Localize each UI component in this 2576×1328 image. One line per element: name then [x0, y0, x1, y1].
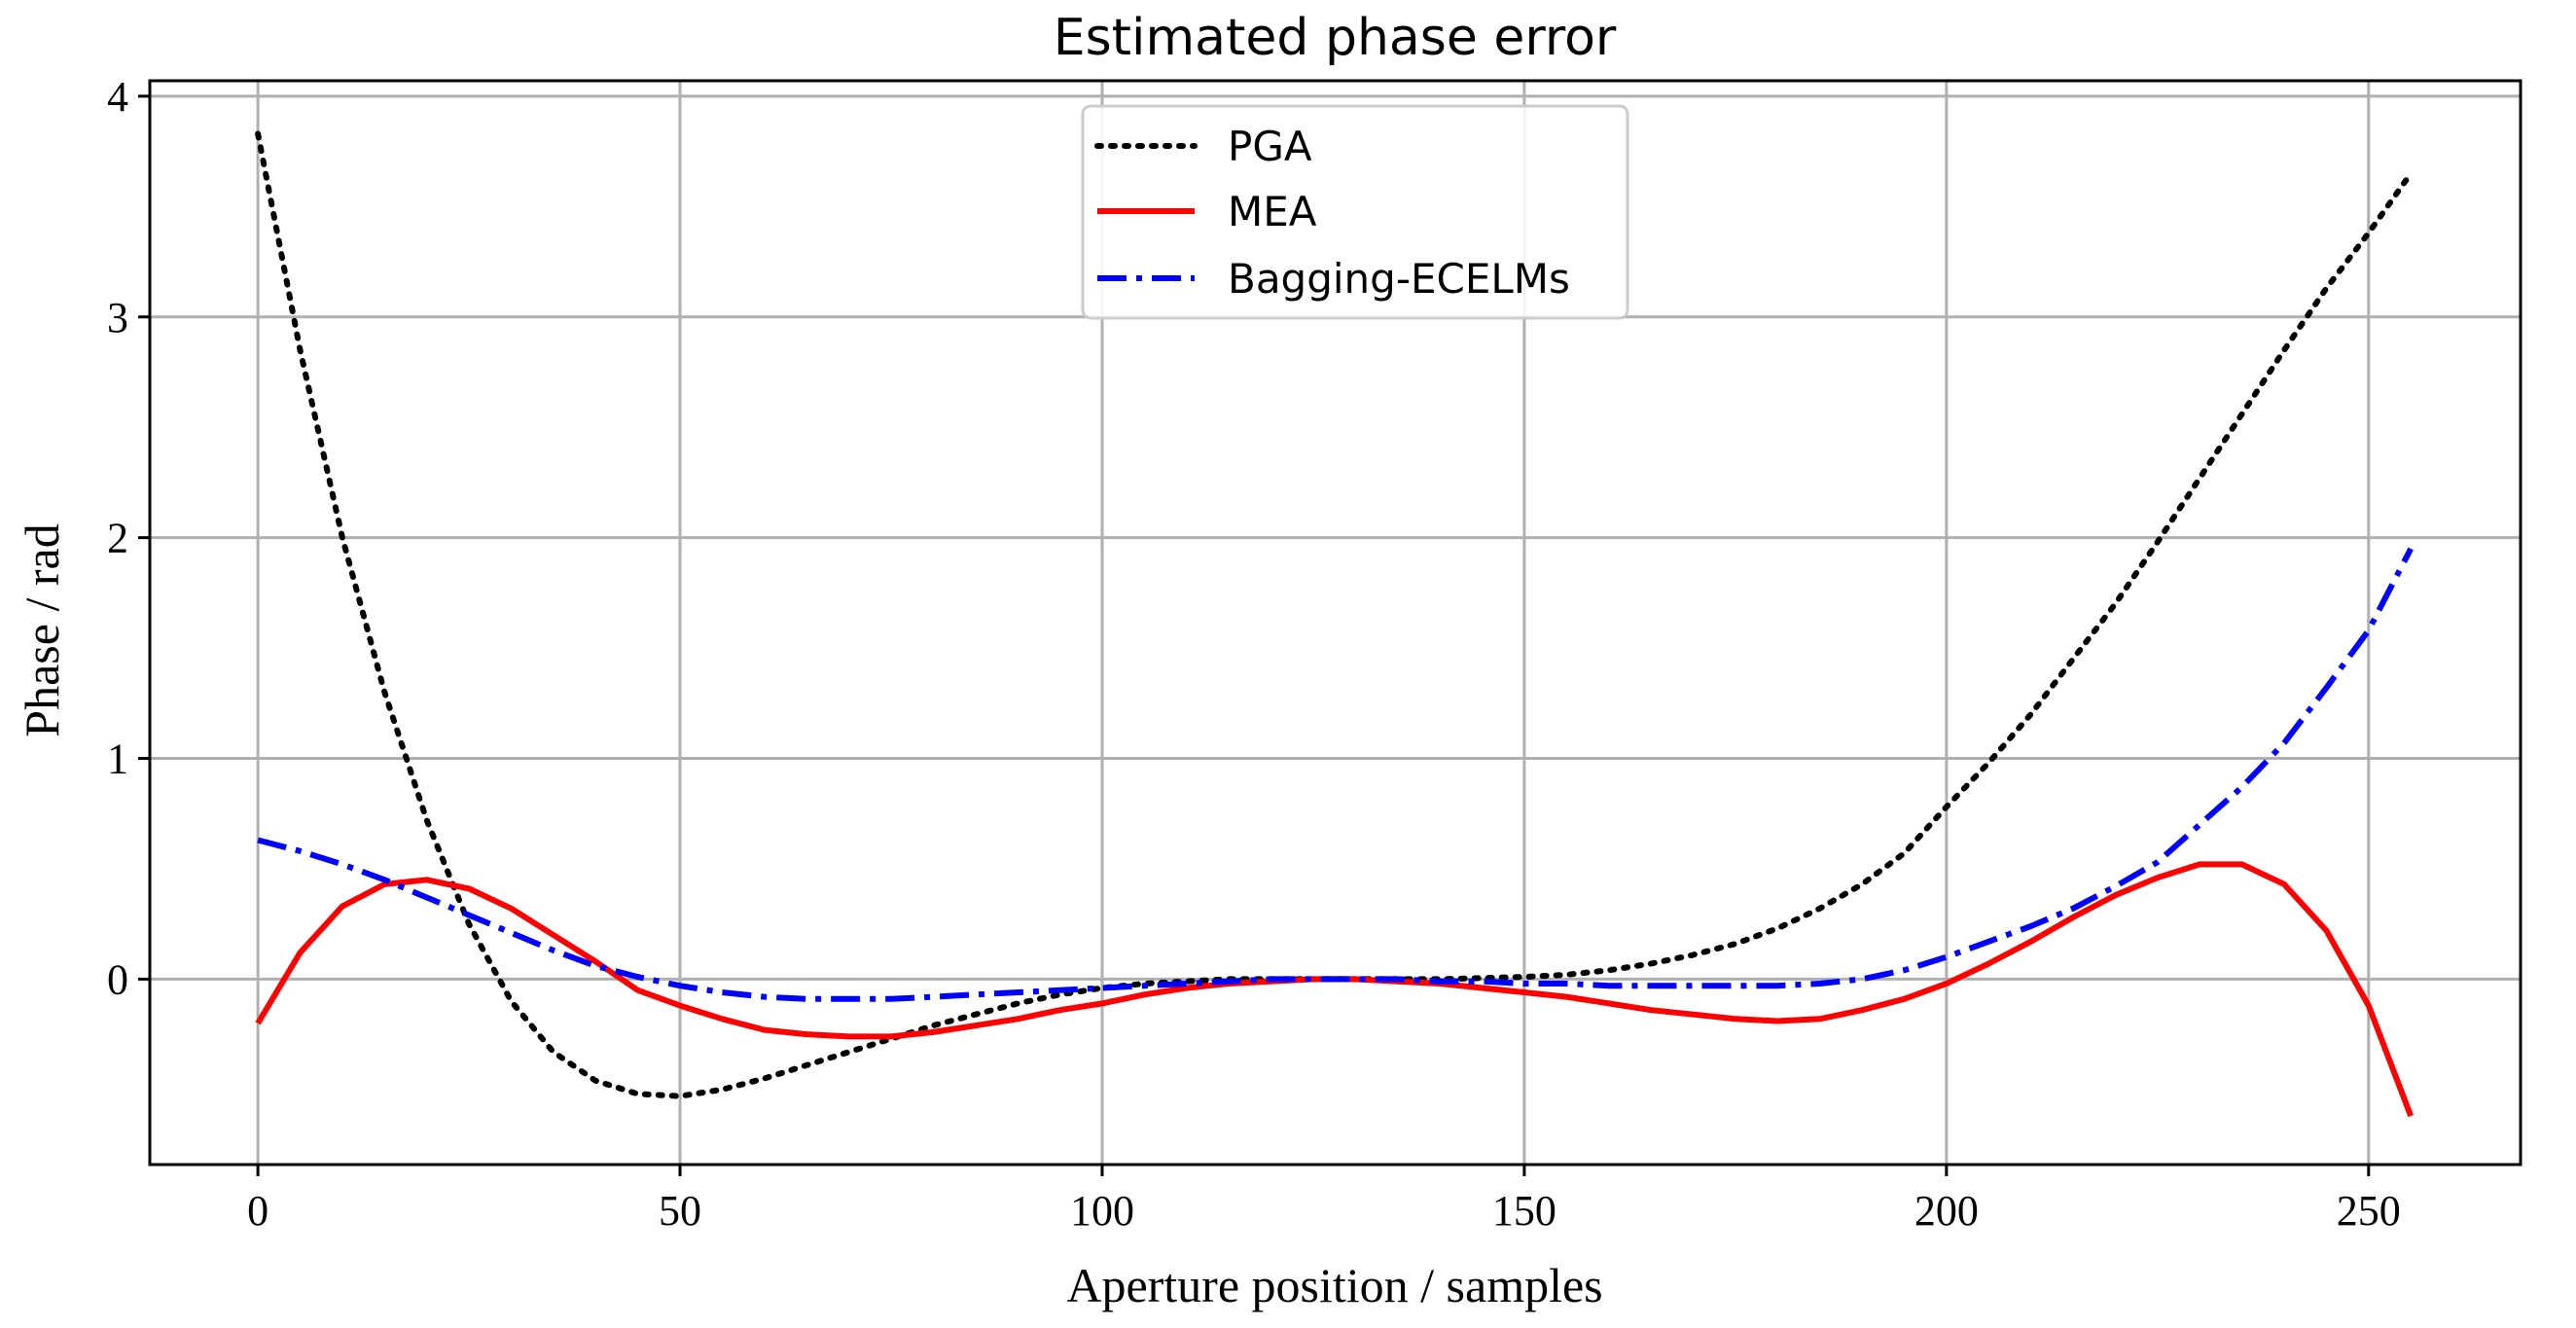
- legend-label-mea: MEA: [1228, 188, 1317, 235]
- y-tick-label: 4: [107, 73, 128, 121]
- legend-box: [1081, 104, 1629, 320]
- plot-area: [255, 130, 2415, 1118]
- x-axis-label: Aperture position / samples: [1066, 1258, 1602, 1312]
- x-tick-label: 50: [659, 1187, 701, 1235]
- axis-ticks: 0 50 100 150 200 250 0 1 2 3 4: [107, 73, 2401, 1235]
- y-tick-label: 2: [107, 515, 128, 562]
- legend-label-pga: PGA: [1228, 123, 1312, 170]
- x-tick-label: 150: [1492, 1187, 1556, 1235]
- x-tick-label: 200: [1914, 1187, 1979, 1235]
- legend: PGA MEA Bagging-ECELMs: [1081, 104, 1629, 320]
- y-axis-label: Phase / rad: [15, 523, 69, 736]
- y-tick-label: 3: [107, 294, 128, 341]
- chart-title: Estimated phase error: [1054, 9, 1617, 67]
- x-tick-label: 0: [247, 1187, 268, 1235]
- axes-frame: [148, 79, 2522, 1166]
- x-tick-label: 250: [2337, 1187, 2401, 1235]
- y-tick-label: 1: [107, 736, 128, 783]
- series-line-bagging-ecelms: [257, 547, 2414, 1002]
- x-tick-label: 100: [1070, 1187, 1134, 1235]
- series-line-pga: [255, 130, 2415, 1099]
- y-tick-label: 0: [107, 955, 128, 1003]
- legend-label-bagging-ecelms: Bagging-ECELMs: [1228, 255, 1570, 303]
